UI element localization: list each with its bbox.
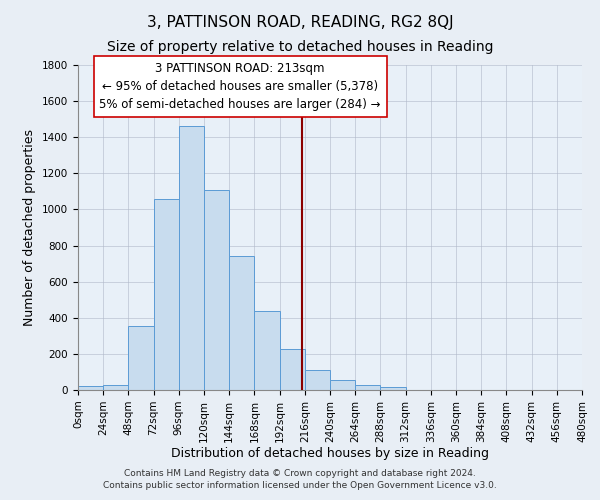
Text: 3 PATTINSON ROAD: 213sqm
← 95% of detached houses are smaller (5,378)
5% of semi: 3 PATTINSON ROAD: 213sqm ← 95% of detach… xyxy=(100,62,381,111)
Text: Size of property relative to detached houses in Reading: Size of property relative to detached ho… xyxy=(107,40,493,54)
Bar xyxy=(154,198,179,390)
Bar xyxy=(128,326,154,390)
X-axis label: Distribution of detached houses by size in Reading: Distribution of detached houses by size … xyxy=(171,448,489,460)
Text: Contains HM Land Registry data © Crown copyright and database right 2024.
Contai: Contains HM Land Registry data © Crown c… xyxy=(103,469,497,490)
Y-axis label: Number of detached properties: Number of detached properties xyxy=(23,129,37,326)
Text: 3, PATTINSON ROAD, READING, RG2 8QJ: 3, PATTINSON ROAD, READING, RG2 8QJ xyxy=(146,15,454,30)
Bar xyxy=(78,386,103,390)
Bar xyxy=(380,388,406,390)
Bar xyxy=(204,190,229,390)
Bar xyxy=(254,310,280,390)
Bar xyxy=(305,370,330,390)
Bar xyxy=(229,256,254,390)
Bar xyxy=(103,384,128,390)
Bar xyxy=(280,350,305,390)
Bar xyxy=(179,126,204,390)
Bar xyxy=(330,380,355,390)
Bar xyxy=(355,386,380,390)
